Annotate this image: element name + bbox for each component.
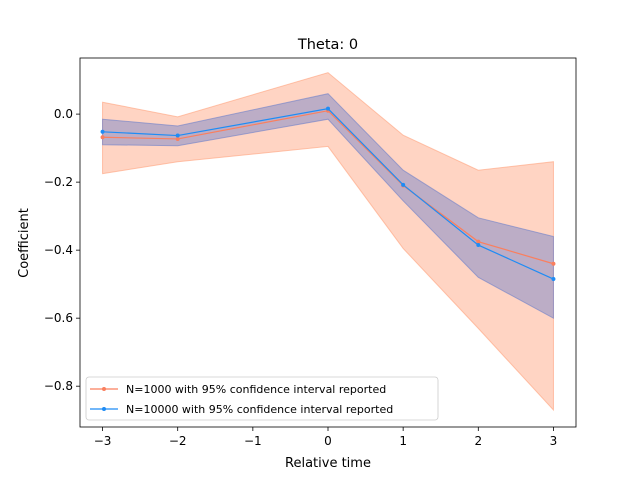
x-axis-label: Relative time (285, 456, 371, 471)
series-line-2 (102, 108, 554, 280)
data-point (476, 239, 481, 244)
data-point (100, 135, 105, 140)
data-point (476, 243, 481, 248)
y-tick-label: −0.2 (44, 175, 73, 189)
legend-label-1: N=1000 with 95% confidence interval repo… (126, 383, 386, 396)
data-point (551, 261, 556, 266)
y-tick-label: −0.6 (44, 311, 73, 325)
y-axis-label: Coefficient (17, 208, 32, 278)
series-line-1 (102, 110, 554, 265)
x-tick-label: 2 (474, 434, 482, 448)
x-tick-label: 3 (550, 434, 558, 448)
legend-label-2: N=10000 with 95% confidence interval rep… (126, 403, 393, 416)
x-tick-label: 1 (399, 434, 407, 448)
series-lines (100, 106, 556, 282)
legend: N=1000 with 95% confidence interval repo… (85, 376, 439, 421)
chart-title: Theta: 0 (297, 37, 358, 53)
data-point (551, 277, 556, 282)
y-tick-label: −0.4 (44, 243, 73, 257)
data-point (175, 136, 180, 141)
x-tick-label: −2 (169, 434, 187, 448)
data-point (100, 129, 105, 134)
y-tick-label: 0.0 (54, 107, 73, 121)
data-point (401, 182, 406, 187)
legend-marker-1 (102, 387, 106, 391)
legend-box (85, 376, 439, 421)
confidence-band-2 (102, 93, 554, 320)
legend-marker-2 (102, 407, 106, 411)
plot-frame (79, 57, 577, 428)
x-tick-label: 0 (324, 434, 332, 448)
x-tick-label: −1 (244, 434, 262, 448)
y-axis-ticks: 0.0 −0.2 −0.4 −0.6 −0.8 (44, 107, 80, 393)
data-point (326, 106, 330, 111)
x-tick-label: −3 (94, 434, 112, 448)
confidence-band-1 (102, 72, 554, 412)
data-point (175, 133, 180, 138)
y-tick-label: −0.8 (44, 379, 73, 393)
x-axis-ticks: −3 −2 −1 0 1 2 3 (94, 427, 558, 448)
confidence-bands (102, 72, 554, 412)
